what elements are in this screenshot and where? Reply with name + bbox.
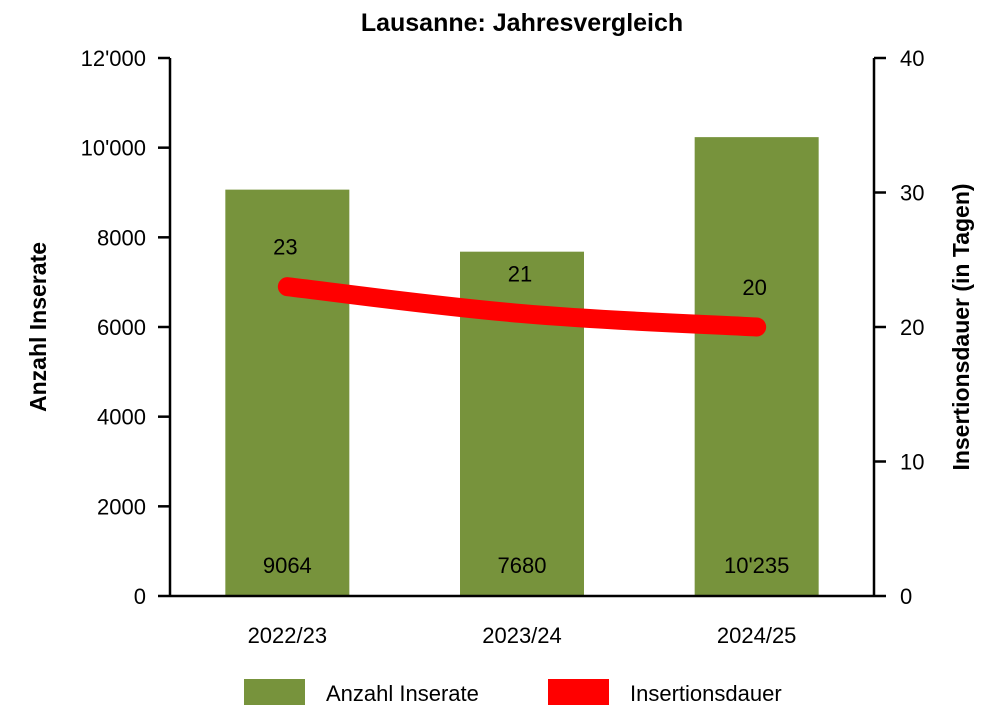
right-tick-label: 30 bbox=[900, 181, 924, 206]
right-tick-label: 20 bbox=[900, 315, 924, 340]
left-tick-label: 6000 bbox=[97, 315, 146, 340]
right-axis: 0 10 20 30 40 bbox=[872, 46, 924, 609]
bar-value-label: 10'235 bbox=[724, 553, 789, 578]
left-axis: 0 2000 4000 6000 8000 10'000 12'000 bbox=[81, 46, 172, 609]
y-axis-title: Anzahl Inserate bbox=[25, 242, 51, 412]
x-tick-label: 2023/24 bbox=[482, 623, 562, 648]
x-tick-label: 2024/25 bbox=[717, 623, 797, 648]
data-labels: 9064 7680 10'235 23 21 20 bbox=[263, 235, 790, 578]
left-tick-label: 12'000 bbox=[81, 46, 146, 71]
left-tick-label: 2000 bbox=[97, 494, 146, 519]
right-tick-label: 10 bbox=[900, 450, 924, 475]
line-value-label: 23 bbox=[273, 235, 297, 260]
bar-2022/23 bbox=[225, 189, 350, 596]
y2-axis-title: Insertionsdauer (in Tagen) bbox=[948, 183, 974, 470]
x-axis: 2022/23 2023/24 2024/25 bbox=[170, 594, 874, 648]
right-tick-label: 0 bbox=[900, 584, 912, 609]
bar-value-label: 7680 bbox=[498, 553, 547, 578]
line-value-label: 21 bbox=[508, 262, 532, 287]
x-tick-label: 2022/23 bbox=[248, 623, 328, 648]
bars-layer bbox=[225, 137, 819, 596]
chart-title: Lausanne: Jahresvergleich bbox=[361, 9, 683, 37]
bar-2024/25 bbox=[694, 137, 819, 596]
line-layer bbox=[277, 277, 767, 337]
left-tick-label: 0 bbox=[134, 584, 146, 609]
legend-label-insertionsdauer: Insertionsdauer bbox=[630, 681, 782, 706]
left-tick-label: 8000 bbox=[97, 225, 146, 250]
legend-label-anzahl: Anzahl Inserate bbox=[326, 681, 479, 706]
left-tick-label: 10'000 bbox=[81, 136, 146, 161]
line-value-label: 20 bbox=[742, 275, 766, 300]
left-tick-label: 4000 bbox=[97, 405, 146, 430]
legend-swatch-insertionsdauer bbox=[548, 679, 609, 705]
bar-value-label: 9064 bbox=[263, 553, 312, 578]
legend-swatch-anzahl bbox=[244, 679, 305, 705]
right-tick-label: 40 bbox=[900, 46, 924, 71]
legend: Anzahl Inserate Insertionsdauer bbox=[244, 679, 782, 706]
